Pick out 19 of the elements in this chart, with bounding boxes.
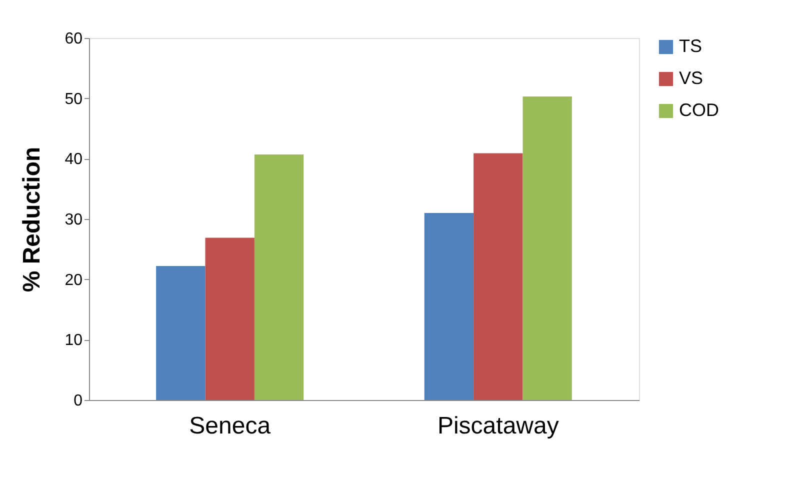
bar bbox=[254, 154, 304, 400]
bar bbox=[522, 96, 572, 400]
y-tick-label: 0 bbox=[74, 392, 83, 410]
y-tick-label: 30 bbox=[64, 212, 83, 228]
bar bbox=[156, 266, 206, 400]
y-tick-label: 60 bbox=[64, 30, 83, 48]
legend-label: VS bbox=[679, 68, 704, 88]
legend-label: TS bbox=[679, 36, 702, 56]
bar bbox=[474, 153, 523, 400]
y-tick-label: 10 bbox=[64, 332, 83, 350]
bar bbox=[205, 238, 254, 400]
bar bbox=[424, 212, 474, 400]
y-tick-label: 20 bbox=[64, 272, 83, 289]
legend-label: COD bbox=[679, 100, 719, 120]
y-axis-title: % Reduction bbox=[18, 146, 46, 292]
y-tick-label: 50 bbox=[64, 90, 83, 108]
x-tick-label: Seneca bbox=[189, 412, 272, 440]
y-tick-label: 40 bbox=[64, 151, 83, 168]
x-tick-label: Piscataway bbox=[437, 412, 559, 440]
